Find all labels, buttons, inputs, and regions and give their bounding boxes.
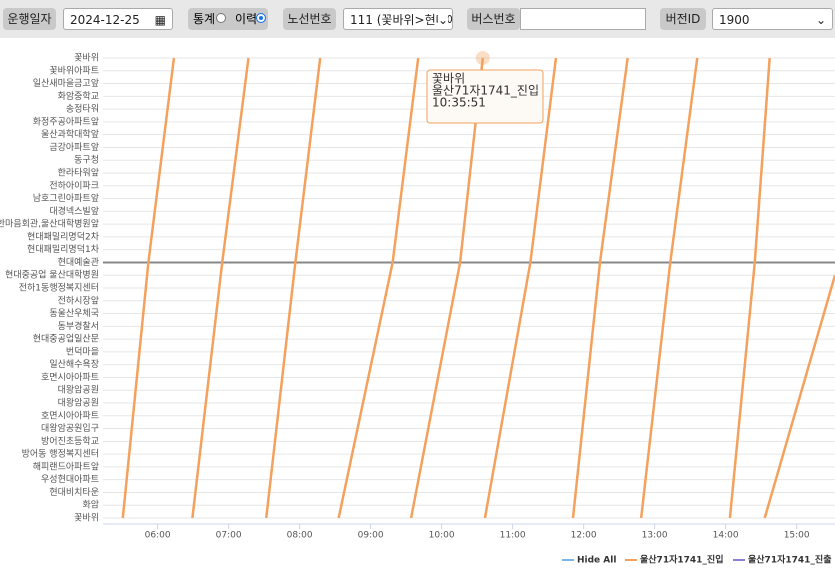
y-tick-label: 한마음회관,울산대학병원앞 [0,218,99,230]
route-label: 노선번호 [283,8,336,30]
y-tick-label: 화암중학교 [58,90,99,102]
y-tick-label: 남호그린아파트앞 [33,192,99,204]
calendar-icon: ▦ [154,13,166,27]
tooltip-category: 꽃바위 [432,72,465,86]
x-tick-label: 08:00 [287,531,313,541]
y-tick-label: 전하아이파크 [49,180,99,191]
y-tick-label: 대왕암공원 [58,384,99,396]
x-tick-label: 15:00 [784,531,810,541]
y-tick-label: 대경넥스빌앞 [49,205,99,217]
chevron: ⌄ [437,9,448,29]
y-tick-label: 방어진초등학교 [41,436,99,447]
y-tick-label: 현대중공업 울산대학병원 [5,270,99,281]
x-tick-label: 07:00 [216,531,242,541]
y-tick-label: 대왕암공원 [58,397,99,409]
trip-line [728,57,771,519]
history-label: 이력 [235,12,258,26]
y-tick-label: 현대패밀리명덕2차 [27,230,100,242]
chevron: ⌄ [815,13,826,27]
y-tick-label: 번덕마을 [66,346,99,357]
x-tick-label: 11:00 [500,531,526,541]
trip-line [571,57,629,519]
x-tick-label: 14:00 [713,531,739,541]
trip-line [483,57,558,519]
x-tick-label: 13:00 [642,531,668,541]
trip-line [763,274,835,519]
y-tick-label: 화정주공아파트앞 [33,115,99,127]
y-tick-label: 전하시장앞 [58,294,99,306]
version-label: 버전ID [660,8,706,30]
y-tick-label: 금강아파트앞 [49,141,99,153]
trip-line [191,57,250,519]
y-tick-label: 꽃바위아파트 [49,65,99,76]
filter-bar: 운행일자 2024-12-25 ▦ 통계 이력 노선번호 111 (꽃바위>현대예… [0,0,835,38]
y-tick-label: 현대중공업일산문 [33,334,99,345]
x-tick-label: 10:00 [429,531,455,541]
y-tick-label: 일산새마을금고앞 [33,77,99,89]
trip-line [337,57,420,519]
mode-group [188,8,268,30]
stat-radio[interactable] [216,13,226,23]
y-tick-label: 해피랜드아파트앞 [33,460,99,472]
y-tick-label: 일산해수욕장 [49,359,99,370]
y-tick-label: 울산과학대학앞 [41,128,99,140]
route-value: 111 (꽃바위>현대예 [350,13,453,27]
version-select[interactable]: 1900 ⌄ [712,8,833,30]
plot [121,57,835,519]
legend-label: 울산71자1741_진출 [748,554,831,566]
version-value: 1900 [719,13,750,27]
y-tick-label: 우성현대아파트 [41,474,99,485]
tooltip-time: 10:35:51 [432,96,486,110]
bus-label: 버스번호 [467,8,520,30]
y-tick-label: 화암 [82,499,99,511]
route-select[interactable]: 111 (꽃바위>현대예 ⌄ [343,8,453,30]
trip-line [409,57,485,519]
y-tick-label: 동부경찰서 [58,320,99,332]
y-tick-label: 현대패밀리명덕1차 [27,243,100,255]
y-tick-label: 송정타워 [66,104,99,115]
history-radio[interactable] [256,13,266,23]
y-tick-label: 현대예술관 [58,257,99,268]
legend-label: 울산71자1741_진입 [640,554,723,566]
tooltip-series: 울산71자1741_진입 [432,84,539,98]
hover-halo [475,51,490,65]
y-tick-label: 호면시아아파트 [41,372,99,383]
date-label: 운행일자 [3,8,56,30]
tooltip-box [426,69,544,124]
y-tick-label: 동울산우체국 [49,308,99,319]
x-tick-label: 12:00 [571,531,597,541]
y-tick-label: 대왕암공원입구 [41,422,99,434]
legend-label: Hide All [577,556,616,566]
trip-line [265,57,322,519]
date-value: 2024-12-25 [70,13,140,27]
y-tick-label: 호면시아아파트 [41,410,99,421]
y-tick-label: 동구청 [74,155,99,166]
y-tick-label: 꽃바위 [74,513,99,524]
y-tick-label: 방어동 행정복지센터 [22,448,99,460]
date-input[interactable]: 2024-12-25 ▦ [63,8,173,30]
y-tick-label: 현대비치타운 [49,486,99,498]
y-tick-label: 한라타워앞 [58,167,99,179]
y-tick-label: 꽃바위 [74,53,99,64]
bus-input[interactable] [520,8,646,30]
x-tick-label: 09:00 [358,531,384,541]
trip-line [121,57,176,519]
stat-label: 통계 [193,12,216,26]
x-tick-label: 06:00 [145,531,171,541]
trip-line [639,57,699,519]
y-tick-label: 전하1동행정복지센터 [19,282,99,294]
